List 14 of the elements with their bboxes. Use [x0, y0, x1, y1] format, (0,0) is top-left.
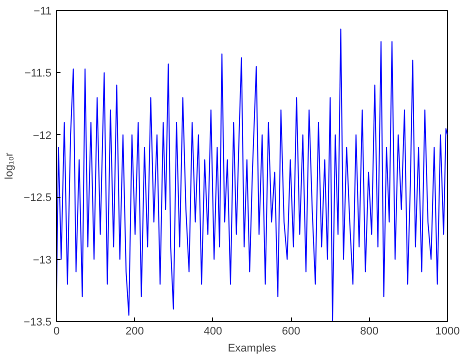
- y-tick-label: −11.5: [24, 68, 52, 80]
- y-tick-label: −12.5: [24, 192, 52, 204]
- y-tick-label: −12: [32, 130, 52, 142]
- x-tick-label: 0: [53, 326, 60, 338]
- y-axis-title: log₁₀r: [4, 152, 16, 180]
- x-axis-title: Examples: [228, 342, 277, 354]
- y-tick-label: −11: [34, 6, 52, 18]
- x-tick-label: 400: [204, 326, 222, 338]
- x-tick-label: 1000: [435, 326, 460, 338]
- x-tick-label: 800: [360, 326, 378, 338]
- x-tick-label: 200: [126, 326, 144, 338]
- y-tick-label: −13.5: [24, 316, 52, 328]
- x-tick-label: 600: [282, 326, 300, 338]
- y-tick-label: −13: [32, 254, 52, 266]
